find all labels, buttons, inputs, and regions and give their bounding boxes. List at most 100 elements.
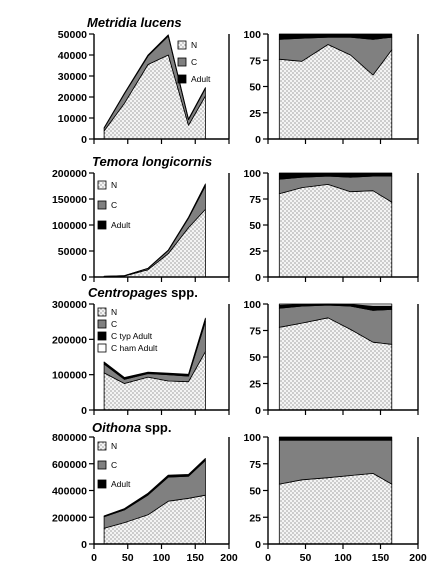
- area-oithona-pct-series-2: [278, 436, 393, 441]
- y-tick-label: 0: [81, 539, 87, 551]
- x-tick-label: 150: [372, 552, 390, 564]
- y-tick-label: 25: [249, 512, 261, 524]
- y-tick-label: 75: [249, 194, 261, 206]
- area-centropages-pct-series-3: [278, 303, 393, 307]
- legend-swatch: [97, 319, 107, 329]
- legend-label: Adult: [191, 74, 211, 84]
- y-tick-label: 75: [249, 459, 261, 471]
- legend-label: C: [191, 57, 197, 67]
- chart-temora-pct: 0 25 50 75 100: [243, 168, 419, 284]
- y-tick-label: 25: [249, 246, 261, 258]
- y-tick-label: 100: [243, 432, 261, 444]
- y-tick-label: 600000: [52, 459, 87, 471]
- chart-oithona-abs: 0 200000 400000 600000 800000 0 50 100 150 200 Oit…: [52, 420, 238, 564]
- legend-swatch: [97, 180, 107, 190]
- area-metridia-abs-series-2: [103, 34, 206, 129]
- y-tick-label: 400000: [52, 486, 87, 498]
- legend-label: N: [191, 40, 197, 50]
- legend-label: C: [111, 200, 117, 210]
- y-tick-label: 100000: [52, 370, 87, 382]
- area-metridia-abs-series-0: [103, 54, 206, 140]
- legend-label: C: [111, 319, 117, 329]
- y-tick-label: 50000: [58, 246, 87, 258]
- legend-swatch: [97, 343, 107, 353]
- legend-swatch: [97, 479, 107, 489]
- chart-title: Metridia lucens: [87, 15, 182, 30]
- y-tick-label: 200000: [52, 334, 87, 346]
- legend-label: N: [111, 441, 117, 451]
- area-metridia-pct-series-2: [278, 33, 393, 40]
- y-tick-label: 100: [243, 168, 261, 180]
- y-tick-label: 20000: [58, 92, 87, 104]
- legend-label: Adult: [111, 479, 131, 489]
- legend-label: C: [111, 460, 117, 470]
- legend-swatch: [97, 460, 107, 470]
- y-tick-label: 100: [243, 299, 261, 311]
- x-tick-label: 150: [186, 552, 204, 564]
- y-tick-label: 75: [249, 55, 261, 67]
- y-tick-label: 300000: [52, 299, 87, 311]
- y-tick-label: 50000: [58, 29, 87, 41]
- y-tick-label: 0: [255, 272, 261, 284]
- legend-swatch: [97, 220, 107, 230]
- legend-metridia-abs: NC Adult: [177, 40, 211, 84]
- legend-swatch: [97, 441, 107, 451]
- chart-title: Oithona spp.: [92, 420, 171, 435]
- legend-label: C typ Adult: [111, 331, 153, 341]
- legend-swatch: [177, 57, 187, 67]
- y-tick-label: 0: [255, 405, 261, 417]
- chart-title: Temora longicornis: [92, 154, 212, 169]
- area-temora-pct-series-2: [278, 172, 393, 180]
- legend-swatch: [97, 200, 107, 210]
- legend-oithona-abs: NC Adult: [97, 441, 131, 489]
- legend-swatch: [97, 307, 107, 317]
- area-centropages-abs-series-3: [103, 317, 206, 379]
- y-tick-label: 800000: [52, 432, 87, 444]
- legend-swatch: [177, 40, 187, 50]
- y-tick-label: 50: [249, 486, 261, 498]
- chart-oithona-pct: 0 25 50 75 100 0 50 100 150 200: [243, 432, 426, 564]
- y-tick-label: 25: [249, 108, 261, 120]
- y-tick-label: 100000: [52, 220, 87, 232]
- legend-label: C ham Adult: [111, 343, 158, 353]
- y-tick-label: 50: [249, 352, 261, 364]
- legend-swatch: [177, 74, 187, 84]
- y-tick-label: 0: [81, 134, 87, 146]
- legend-label: Adult: [111, 220, 131, 230]
- x-tick-label: 0: [265, 552, 271, 564]
- legend-centropages-abs: NC C typ Adult C ham Adult: [97, 307, 158, 353]
- y-tick-label: 100: [243, 29, 261, 41]
- x-tick-label: 0: [91, 552, 97, 564]
- area-oithona-pct-series-0: [278, 473, 393, 545]
- y-tick-label: 0: [81, 272, 87, 284]
- x-tick-label: 200: [220, 552, 238, 564]
- chart-title: Centropages spp.: [88, 285, 198, 300]
- chart-metridia-pct: 0 25 50 75 100: [243, 29, 419, 146]
- legend-label: N: [111, 307, 117, 317]
- y-tick-label: 0: [81, 405, 87, 417]
- y-tick-label: 40000: [58, 50, 87, 62]
- y-tick-label: 10000: [58, 113, 87, 125]
- x-tick-label: 200: [409, 552, 427, 564]
- x-tick-label: 50: [122, 552, 134, 564]
- y-tick-label: 25: [249, 379, 261, 391]
- legend-label: N: [111, 180, 117, 190]
- legend-swatch: [97, 331, 107, 341]
- y-tick-label: 150000: [52, 194, 87, 206]
- y-tick-label: 50: [249, 82, 261, 94]
- area-temora-abs-series-2: [103, 183, 206, 277]
- x-tick-label: 100: [153, 552, 171, 564]
- y-tick-label: 200000: [52, 168, 87, 180]
- chart-temora-abs: 0 50000 100000 150000 200000 Temora longicorn…: [52, 154, 230, 284]
- legend-temora-abs: NC Adult: [97, 180, 131, 230]
- y-tick-label: 75: [249, 326, 261, 338]
- y-tick-label: 0: [255, 134, 261, 146]
- y-tick-label: 30000: [58, 71, 87, 83]
- area-temora-pct-series-0: [278, 184, 393, 278]
- chart-centropages-pct: 0 25 50 75 100: [243, 299, 419, 417]
- area-oithona-abs-series-2: [103, 458, 206, 518]
- x-tick-label: 100: [334, 552, 352, 564]
